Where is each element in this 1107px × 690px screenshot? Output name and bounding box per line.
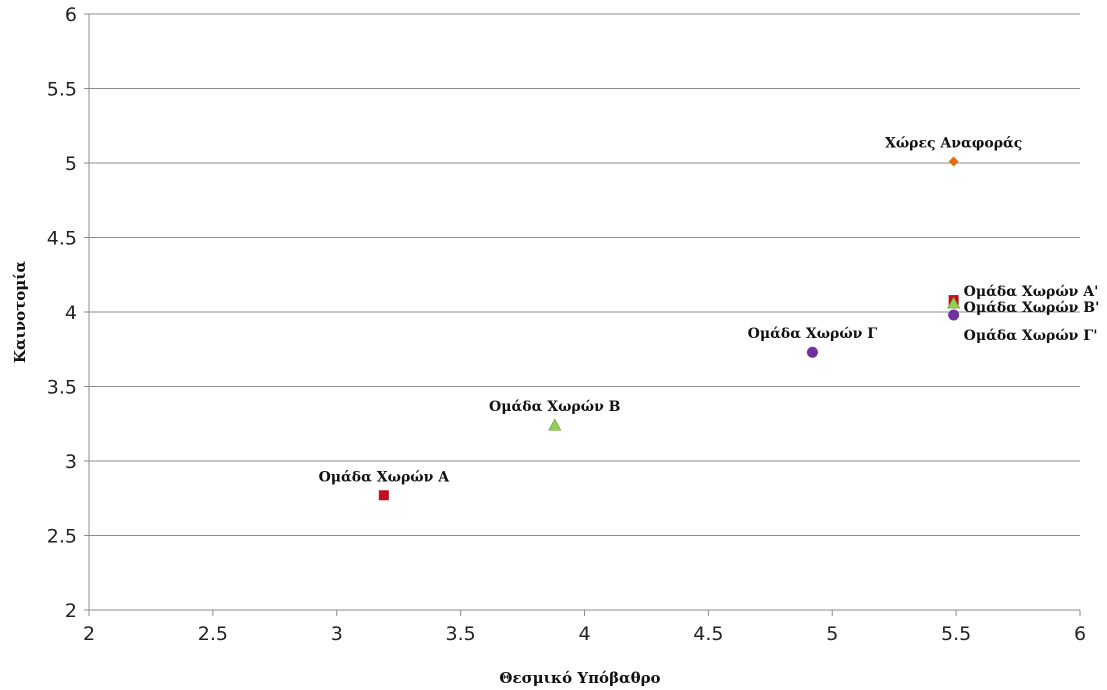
- y-tick-label: 2: [65, 600, 77, 622]
- x-tick-label: 2: [83, 623, 95, 645]
- x-tick-label: 3: [331, 623, 343, 645]
- x-tick-label: 4: [578, 623, 590, 645]
- axes: [84, 13, 1081, 616]
- data-label: Ομάδα Χωρών Β: [489, 399, 621, 415]
- data-label: Ομάδα Χωρών Α': [964, 284, 1099, 300]
- y-axis-title: Καινοτομία: [11, 260, 29, 363]
- x-tick-label: 5.5: [941, 623, 971, 645]
- data-point-triangle: [548, 418, 562, 431]
- y-tick-label: 5.5: [47, 79, 77, 101]
- data-point-circle: [948, 309, 960, 321]
- data-point-square: [378, 490, 389, 501]
- data-point-circle: [806, 346, 818, 358]
- x-tick-label: 4.5: [693, 623, 723, 645]
- data-point-triangle: [947, 296, 961, 309]
- data-labels: Χώρες Αναφοράς Ομάδα Χωρών Α Ομάδα Χωρών Β…: [319, 136, 1100, 486]
- y-tick-label: 6: [65, 4, 77, 26]
- y-tick-label: 2.5: [47, 526, 77, 548]
- data-label: Χώρες Αναφοράς: [885, 136, 1022, 152]
- x-axis-title: Θεσμικό Υπόβαθρο: [499, 669, 660, 687]
- data-label: Ομάδα Χωρών Γ': [964, 328, 1098, 344]
- y-tick-label: 3.5: [47, 377, 77, 399]
- x-tick-label: 5: [826, 623, 838, 645]
- gridlines: [89, 13, 1080, 611]
- data-label: Ομάδα Χωρών Γ: [748, 326, 878, 342]
- tick-labels: 2 2.5 3 3.5 4 4.5 5 5.5 6 2 2.5 3 3.5 4 4.5 5 5.5 6: [47, 4, 1086, 645]
- data-label: Ομάδα Χωρών Β': [964, 300, 1100, 316]
- y-tick-label: 4: [65, 302, 77, 324]
- y-tick-label: 3: [65, 451, 77, 473]
- x-tick-label: 6: [1074, 623, 1086, 645]
- data-points: [378, 156, 961, 501]
- x-tick-label: 3.5: [446, 623, 476, 645]
- data-point-diamond: [948, 156, 959, 167]
- x-tick-label: 2.5: [198, 623, 228, 645]
- y-tick-label: 5: [65, 153, 77, 175]
- data-label: Ομάδα Χωρών Α: [319, 469, 451, 485]
- y-tick-label: 4.5: [47, 228, 77, 250]
